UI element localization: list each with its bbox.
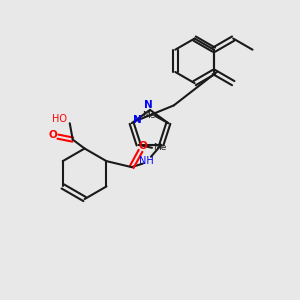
Text: Me: Me bbox=[142, 111, 155, 120]
Text: NH: NH bbox=[139, 156, 154, 166]
Text: N: N bbox=[133, 115, 142, 125]
Text: O: O bbox=[139, 141, 147, 151]
Text: N: N bbox=[144, 100, 153, 110]
Text: Me: Me bbox=[153, 143, 166, 152]
Text: O: O bbox=[48, 130, 57, 140]
Text: HO: HO bbox=[52, 114, 67, 124]
